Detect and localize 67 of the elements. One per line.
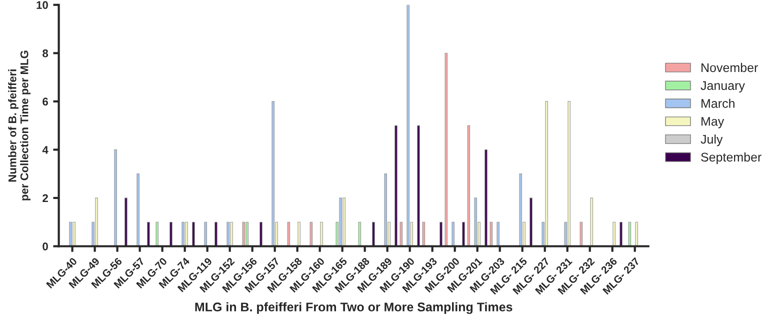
- x-axis-title: MLG in B. pfeifferi From Two or More Sampling Times: [195, 302, 512, 314]
- bar: [452, 222, 455, 246]
- y-tick-label: 10: [36, 1, 48, 9]
- y-tick-label: 0: [42, 242, 48, 250]
- bar: [124, 198, 128, 246]
- bar: [384, 174, 388, 246]
- legend-label: September: [701, 152, 762, 164]
- bar: [242, 222, 246, 246]
- bar: [467, 125, 470, 246]
- y-tick-label: 6: [42, 98, 48, 106]
- bar: [136, 174, 140, 246]
- bar: [580, 222, 583, 246]
- bar: [320, 222, 323, 246]
- bar: [310, 222, 313, 246]
- bar: [620, 222, 622, 246]
- bar: [635, 222, 638, 246]
- bar: [260, 222, 262, 246]
- bar: [496, 222, 500, 246]
- bar: [628, 222, 632, 246]
- bar: [246, 222, 249, 246]
- legend-label: May: [702, 117, 724, 128]
- legend-label: March: [702, 98, 734, 108]
- bar: [114, 149, 117, 246]
- bar: [484, 149, 488, 246]
- bar: [462, 222, 465, 246]
- bar: [474, 198, 478, 246]
- y-tick-label: 2: [42, 194, 48, 202]
- bar: [72, 222, 76, 246]
- bar: [192, 222, 195, 246]
- legend-label: July: [700, 134, 723, 146]
- bar: [440, 222, 442, 246]
- bar: [394, 125, 398, 246]
- bar: [95, 198, 98, 246]
- bar: [272, 101, 274, 246]
- y-axis-title: Number of B. pfeifferi per Collection Time per MLG: [8, 50, 30, 200]
- y-tick-label: 8: [42, 49, 48, 58]
- bar: [182, 222, 184, 246]
- bar: [147, 222, 150, 246]
- bar: [298, 222, 300, 246]
- bar: [214, 222, 218, 246]
- bar: [406, 4, 410, 246]
- bar: [545, 101, 548, 246]
- bar: [156, 222, 159, 246]
- bar: [400, 222, 403, 246]
- legend-label: November: [702, 62, 758, 72]
- bar: [185, 222, 188, 246]
- bar: [230, 222, 233, 246]
- bar: [530, 198, 532, 246]
- bar: [422, 222, 426, 246]
- y-tick-label: 4: [42, 146, 48, 154]
- bar: [226, 222, 230, 246]
- bar: [490, 222, 493, 246]
- bar: [372, 222, 375, 246]
- legend-label: January: [700, 81, 745, 92]
- bar: [69, 222, 72, 246]
- bar: [519, 174, 522, 246]
- bar: [287, 222, 290, 246]
- bar: [204, 222, 207, 246]
- bar: [444, 52, 448, 246]
- bar: [339, 198, 342, 246]
- bar: [568, 101, 570, 246]
- bar: [170, 222, 172, 246]
- bar: [417, 125, 420, 246]
- bar: [342, 198, 346, 246]
- bar: [590, 198, 593, 246]
- bar: [358, 222, 362, 246]
- bar: [612, 222, 616, 246]
